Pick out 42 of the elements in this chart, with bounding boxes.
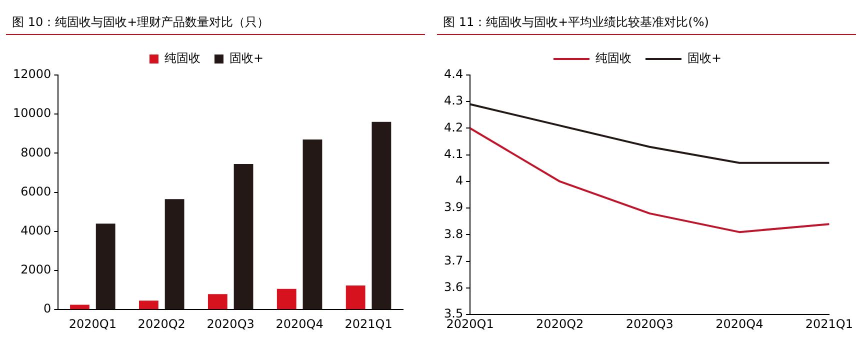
bar	[138, 300, 158, 310]
chart-title: 图 11：纯固收与固收+平均业绩比较基准对比(%)	[437, 0, 856, 35]
x-tick-label: 2020Q4	[276, 316, 324, 331]
bar	[234, 164, 254, 310]
bar	[346, 286, 366, 310]
y-tick-label: 4	[455, 174, 464, 188]
y-tick-label: 8000	[20, 145, 52, 160]
y-tick-label: 4.2	[444, 120, 464, 134]
x-tick-label: 2020Q1	[68, 316, 116, 331]
x-tick-label: 2020Q3	[626, 316, 674, 331]
legend-label: 纯固收	[595, 51, 632, 66]
y-tick-label: 2000	[20, 262, 52, 277]
x-tick-label: 2020Q2	[138, 316, 186, 331]
x-tick-label: 2021Q1	[344, 316, 392, 331]
y-tick-label: 3.9	[444, 200, 464, 214]
bar	[276, 288, 296, 310]
chart-title: 图 10：纯固收与固收+理财产品数量对比（只）	[6, 0, 425, 35]
x-tick-label: 2020Q2	[536, 316, 584, 331]
y-tick-label: 4.1	[444, 146, 464, 161]
y-tick-label: 12000	[12, 67, 52, 82]
bar	[164, 199, 184, 310]
y-tick-label: 10000	[12, 106, 52, 120]
y-tick-label: 0	[44, 302, 52, 316]
bar	[70, 304, 90, 310]
bar	[208, 294, 228, 310]
y-tick-label: 3.8	[444, 226, 464, 241]
x-tick-label: 2021Q1	[805, 316, 854, 331]
y-tick-label: 6000	[20, 184, 52, 198]
y-tick-label: 3.6	[444, 280, 464, 294]
y-tick-label: 4.4	[444, 67, 464, 82]
bar	[302, 140, 322, 310]
bar	[372, 122, 392, 310]
x-tick-label: 2020Q1	[446, 316, 494, 331]
y-tick-label: 4000	[20, 224, 52, 238]
legend-label: 固收+	[687, 51, 722, 66]
legend-label: 固收+	[229, 51, 264, 66]
x-tick-label: 2020Q4	[716, 316, 764, 331]
x-tick-label: 2020Q3	[206, 316, 254, 331]
legend-label: 纯固收	[164, 51, 200, 66]
y-tick-label: 3.7	[444, 253, 464, 268]
bar	[96, 224, 116, 310]
y-tick-label: 4.3	[444, 94, 464, 108]
